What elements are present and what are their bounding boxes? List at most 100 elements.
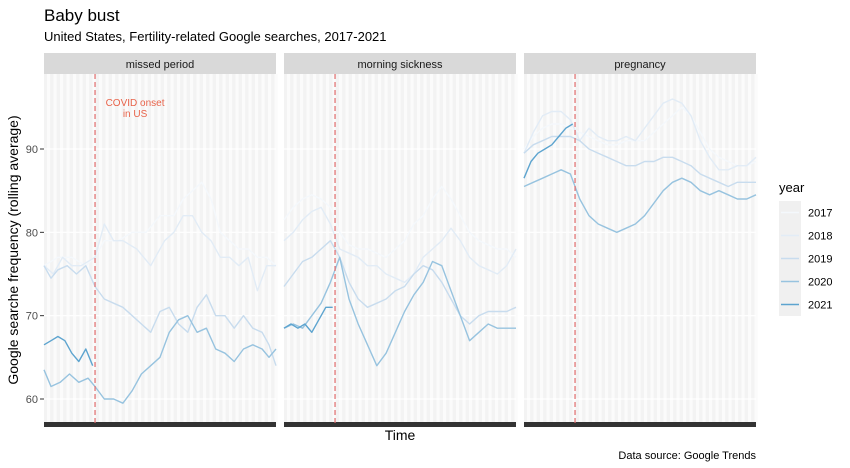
chart-title: Baby bust bbox=[44, 6, 120, 25]
series-line-2020 bbox=[523, 169, 757, 234]
series-line-2018 bbox=[523, 98, 757, 171]
grid-stripe bbox=[533, 74, 537, 424]
grid-stripe bbox=[735, 74, 739, 424]
legend-item: 2017 bbox=[779, 201, 832, 224]
grid-stripe bbox=[624, 74, 628, 424]
grid-stripe bbox=[300, 74, 304, 424]
grid-stripe bbox=[177, 74, 181, 424]
grid-stripe bbox=[229, 74, 233, 424]
grid-stripe bbox=[112, 74, 116, 424]
grid-stripe bbox=[125, 74, 129, 424]
grid-stripe bbox=[585, 74, 589, 424]
series-line-2020 bbox=[283, 256, 516, 367]
covid-annotation-line: COVID onset bbox=[106, 98, 165, 109]
grid-stripe bbox=[611, 74, 615, 424]
legend-label: 2021 bbox=[808, 300, 832, 312]
grid-stripe bbox=[702, 74, 706, 424]
grid-stripe bbox=[644, 74, 648, 424]
grid-stripe bbox=[371, 74, 375, 424]
legend-item: 2021 bbox=[779, 293, 832, 316]
covid-annotation-line: in US bbox=[123, 109, 148, 120]
facet-strip-label: pregnancy bbox=[614, 59, 666, 71]
facet-strip-label: morning sickness bbox=[358, 59, 443, 71]
grid-stripe bbox=[274, 74, 278, 424]
facet-strip-label: missed period bbox=[126, 59, 194, 71]
facet-panels: missed period COVID onset in US morning sic… bbox=[43, 53, 758, 427]
grid-stripe bbox=[410, 74, 414, 424]
grid-stripe bbox=[222, 74, 226, 424]
grid-stripe bbox=[235, 74, 239, 424]
grid-stripe bbox=[391, 74, 395, 424]
series-line-2021 bbox=[43, 335, 94, 366]
grid-stripe bbox=[657, 74, 661, 424]
grid-stripe bbox=[508, 74, 512, 424]
grid-stripe bbox=[566, 74, 570, 424]
panel-grid bbox=[524, 74, 758, 424]
grid-stripe bbox=[572, 74, 576, 424]
grid-stripe bbox=[482, 74, 486, 424]
facet-panel: missed period COVID onset in US bbox=[43, 53, 278, 427]
grid-stripe bbox=[306, 74, 310, 424]
series-line-2017 bbox=[43, 181, 277, 267]
grid-stripe bbox=[423, 74, 427, 424]
grid-stripe bbox=[689, 74, 693, 424]
grid-stripe bbox=[326, 74, 330, 424]
grid-stripe bbox=[514, 74, 518, 424]
series-line-2020 bbox=[43, 315, 277, 404]
grid-stripe bbox=[99, 74, 103, 424]
grid-stripe bbox=[203, 74, 207, 424]
series-line-2018 bbox=[43, 214, 276, 292]
x-tick-strip bbox=[44, 422, 276, 427]
facet-panel: morning sickness bbox=[283, 53, 518, 427]
grid-stripe bbox=[546, 74, 550, 424]
grid-stripe bbox=[475, 74, 479, 424]
y-axis-title: Google searche frequency (rolling averag… bbox=[5, 115, 21, 384]
grid-stripe bbox=[53, 74, 57, 424]
grid-stripe bbox=[754, 74, 758, 424]
legend-item: 2019 bbox=[779, 247, 832, 270]
grid-stripe bbox=[598, 74, 602, 424]
series-line-2019 bbox=[43, 265, 277, 366]
series-line-2021 bbox=[523, 123, 574, 179]
legend-item: 2018 bbox=[779, 224, 832, 247]
grid-stripe bbox=[287, 74, 291, 424]
x-tick-band bbox=[44, 422, 276, 427]
grid-stripe bbox=[676, 74, 680, 424]
grid-stripe bbox=[715, 74, 719, 424]
x-axis-title: Time bbox=[385, 427, 416, 443]
legend: year 2017 2018 2019 2020 2021 bbox=[779, 180, 832, 316]
facet-strip bbox=[524, 53, 756, 74]
grid-stripe bbox=[196, 74, 200, 424]
facet-strip bbox=[44, 53, 276, 74]
series-line-2017 bbox=[523, 106, 757, 167]
grid-stripe bbox=[261, 74, 265, 424]
legend-items: 2017 2018 2019 2020 2021 bbox=[779, 201, 832, 316]
grid-stripe bbox=[47, 74, 51, 424]
grid-stripe bbox=[748, 74, 752, 424]
grid-stripe bbox=[741, 74, 745, 424]
chart-subtitle: United States, Fertility-related Google … bbox=[44, 29, 387, 44]
grid-stripe bbox=[670, 74, 674, 424]
legend-title: year bbox=[779, 180, 805, 195]
grid-stripe bbox=[683, 74, 687, 424]
series-line-2021 bbox=[283, 306, 333, 333]
grid-stripe bbox=[164, 74, 168, 424]
y-axis: 60 70 80 90 bbox=[26, 144, 44, 406]
x-tick-strip bbox=[524, 422, 756, 427]
y-tick-label: 80 bbox=[26, 227, 38, 239]
grid-stripe bbox=[449, 74, 453, 424]
grid-stripe bbox=[631, 74, 635, 424]
grid-stripe bbox=[605, 74, 609, 424]
grid-stripe bbox=[417, 74, 421, 424]
grid-stripe bbox=[728, 74, 732, 424]
series-line-2019 bbox=[523, 135, 756, 188]
panel-grid bbox=[44, 74, 278, 424]
x-tick-band bbox=[284, 422, 516, 427]
y-tick-label: 60 bbox=[26, 394, 38, 406]
grid-stripe bbox=[157, 74, 161, 424]
grid-stripe bbox=[553, 74, 557, 424]
grid-stripe bbox=[469, 74, 473, 424]
legend-label: 2020 bbox=[808, 277, 832, 289]
grid-stripe bbox=[138, 74, 142, 424]
